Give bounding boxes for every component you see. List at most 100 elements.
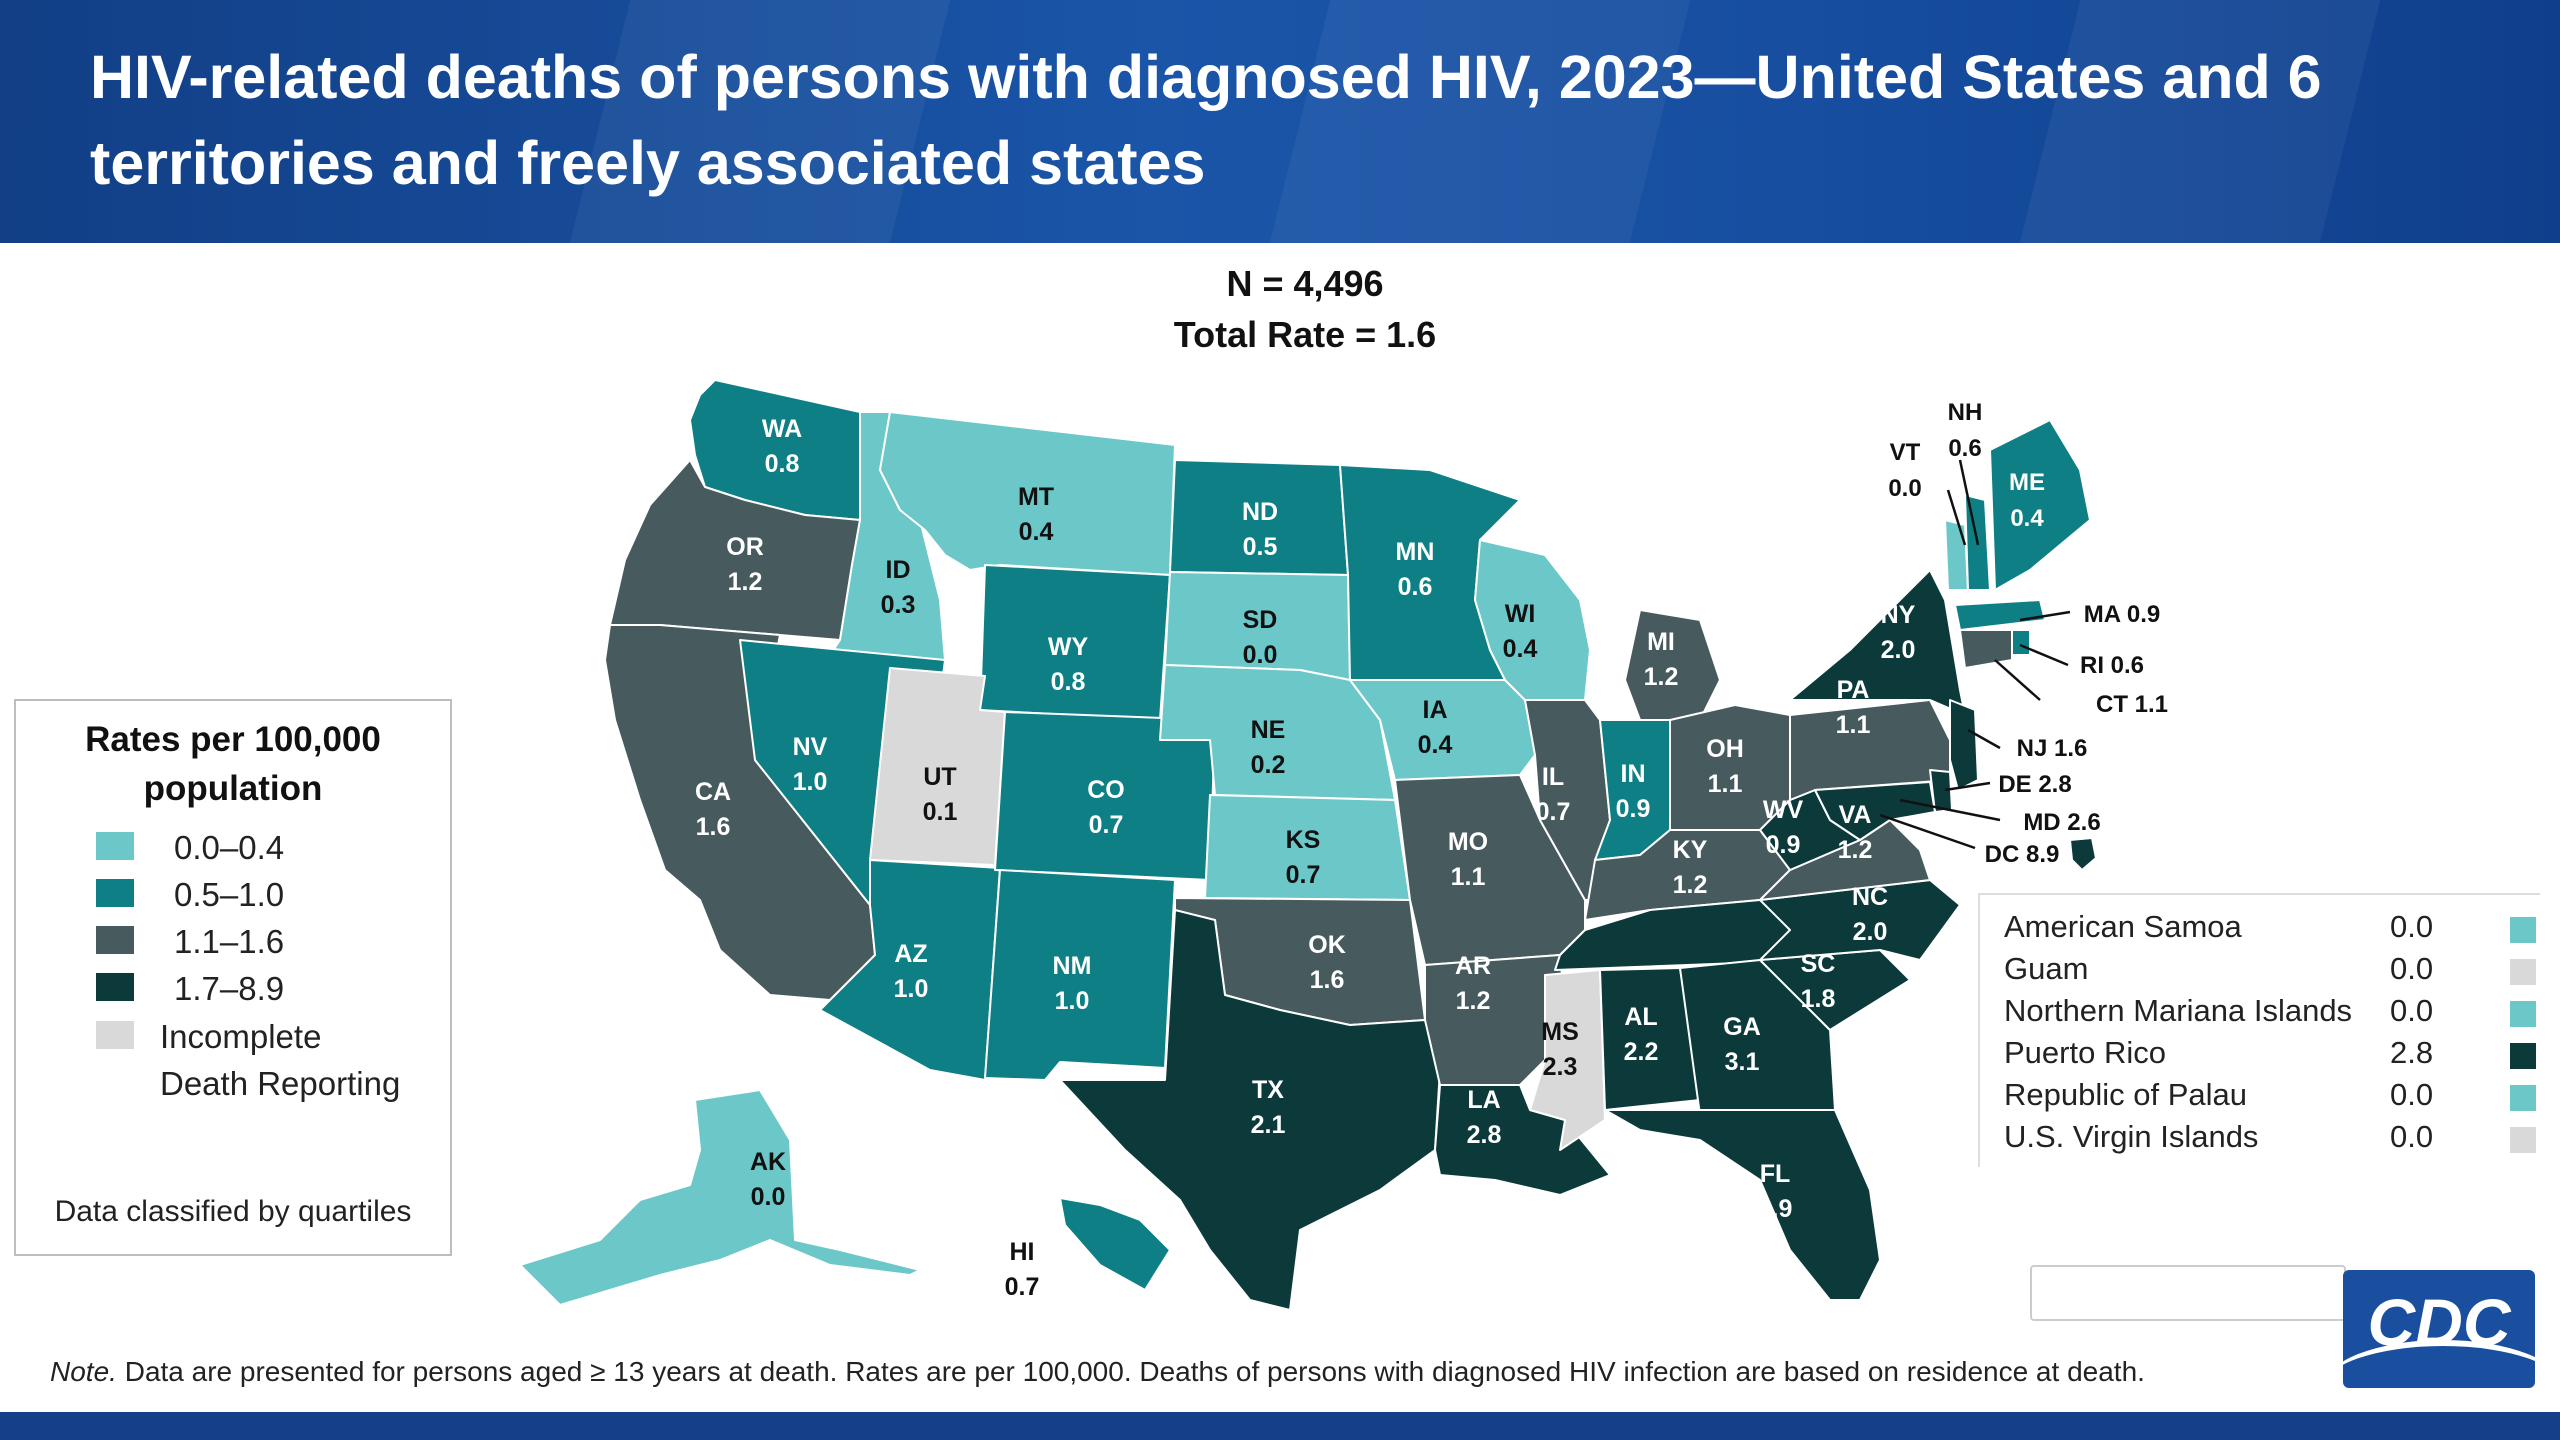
state-label-hi: HI 0.7	[1005, 1238, 1040, 1301]
state-label-oh: OH 1.1	[1706, 735, 1744, 798]
cdc-logo-text: CDC	[2367, 1285, 2511, 1359]
state-code: VA	[1839, 801, 1872, 829]
state-rate: 0.5	[1243, 533, 1278, 561]
state-callout-rate: 0.4	[2010, 505, 2044, 532]
cdc-logo: CDC	[2343, 1270, 2535, 1388]
territory-rate: 0.0	[2390, 909, 2434, 944]
state-ak	[519, 1089, 921, 1306]
state-code: OH	[1706, 735, 1744, 763]
legend-swatch	[96, 926, 134, 954]
state-label-mt: MT 0.4	[1018, 483, 1054, 546]
state-label-nv: NV 1.0	[793, 733, 828, 796]
state-rate: 0.1	[923, 798, 958, 826]
state-code: NC	[1852, 883, 1888, 911]
territory-row: Northern Mariana Islands 0.0	[2004, 993, 2536, 1033]
state-code: MO	[1448, 828, 1488, 856]
state-code: WY	[1048, 633, 1089, 661]
territory-name: Northern Mariana Islands	[2004, 993, 2353, 1028]
state-callout-vt: VT	[1890, 439, 1921, 466]
state-code: NV	[793, 733, 828, 761]
state-code: AK	[750, 1148, 786, 1176]
state-ga	[1679, 959, 1836, 1116]
state-rate: 0.7	[1286, 861, 1321, 889]
state-label-co: CO 0.7	[1087, 776, 1125, 839]
state-label-ny: NY 2.0	[1881, 601, 1916, 664]
state-rate: 0.7	[1089, 811, 1124, 839]
state-label-az: AZ 1.0	[894, 940, 929, 1003]
summary-stats: N = 4,496 Total Rate = 1.6	[1090, 258, 1520, 360]
state-code: MI	[1647, 628, 1675, 656]
state-rate: 0.2	[1251, 751, 1286, 779]
state-callout-ct: CT 1.1	[2096, 691, 2168, 718]
state-label-tx: TX 2.1	[1251, 1076, 1286, 1139]
territory-swatch	[2510, 959, 2536, 985]
state-la	[1434, 1084, 1611, 1196]
header-banner: HIV-related deaths of persons with diagn…	[0, 0, 2560, 243]
territory-row: U.S. Virgin Islands 0.0	[2004, 1119, 2536, 1159]
state-callout-nj: NJ 1.6	[2017, 735, 2088, 762]
territory-name: Republic of Palau	[2004, 1077, 2247, 1112]
state-label-la: LA 2.8	[1467, 1086, 1502, 1149]
legend-label: 1.1–1.6	[174, 923, 285, 960]
state-code: NY	[1881, 601, 1916, 629]
state-label-ms: MS 2.3	[1541, 1018, 1579, 1081]
state-code: MS	[1541, 1018, 1579, 1046]
state-label-ut: UT 0.1	[923, 763, 958, 826]
state-code: OK	[1308, 931, 1346, 959]
state-rate: 0.8	[765, 450, 800, 478]
state-label-wv: WV 0.9	[1763, 796, 1804, 859]
state-rate: 0.0	[1243, 641, 1278, 669]
state-code: SC	[1801, 950, 1836, 978]
state-code: NE	[1251, 716, 1286, 744]
state-nj	[1949, 699, 1979, 791]
state-rate: 0.7	[1536, 798, 1571, 826]
state-ma	[1954, 599, 2046, 631]
territory-row: Puerto Rico 2.8	[2004, 1035, 2536, 1075]
state-rate: 0.4	[1418, 731, 1453, 759]
legend-label: 0.5–1.0	[174, 876, 285, 913]
territory-row: Republic of Palau 0.0	[2004, 1077, 2536, 1117]
footnote: Note. Data are presented for persons age…	[50, 1356, 2145, 1388]
territory-swatch	[2510, 917, 2536, 943]
state-rate: 0.4	[1503, 635, 1538, 663]
state-code: KS	[1286, 826, 1321, 854]
state-callout-de: DE 2.8	[1998, 771, 2071, 798]
state-label-wy: WY 0.8	[1048, 633, 1089, 696]
state-rate: 1.0	[1055, 987, 1090, 1015]
state-rate: 1.1	[1836, 711, 1871, 739]
state-callout-ri: RI 0.6	[2080, 652, 2144, 679]
state-callout-nh: NH	[1948, 399, 1983, 426]
state-rate: 2.3	[1543, 1053, 1578, 1081]
state-label-nc: NC 2.0	[1852, 883, 1888, 946]
state-label-va: VA 1.2	[1838, 801, 1873, 864]
footnote-text: Data are presented for persons aged ≥ 13…	[116, 1356, 2145, 1387]
state-code: CO	[1087, 776, 1125, 804]
legend-label: 1.7–8.9	[174, 970, 285, 1007]
territory-swatch	[2510, 1001, 2536, 1027]
state-callout-dc: DC 8.9	[1985, 841, 2060, 868]
state-label-mi: MI 1.2	[1644, 628, 1679, 691]
state-label-ne: NE 0.2	[1251, 716, 1286, 779]
territory-name: Guam	[2004, 951, 2089, 986]
territory-row: Guam 0.0	[2004, 951, 2536, 991]
state-rate: 2.8	[1467, 1121, 1502, 1149]
state-label-pa: PA 1.1	[1836, 676, 1871, 739]
legend-swatch	[96, 832, 134, 860]
state-label-in: IN 0.9	[1616, 760, 1651, 823]
state-code: MN	[1396, 538, 1435, 566]
us-choropleth-map: WA 0.8 OR 1.2 CA 1.6 ID 0.3 NV 1.0 MT 0.4 WY 0.8 UT 0.1…	[519, 379, 2168, 1311]
state-code: WV	[1763, 796, 1804, 824]
state-label-ky: KY 1.2	[1673, 836, 1708, 899]
legend-note: Data classified by quartiles	[54, 1195, 412, 1228]
territory-name: Puerto Rico	[2004, 1035, 2166, 1070]
state-label-or: OR 1.2	[726, 533, 764, 596]
state-code: CA	[695, 778, 731, 806]
state-rate: 1.2	[1644, 663, 1679, 691]
bottom-bar	[0, 1412, 2560, 1440]
state-code: SD	[1243, 606, 1278, 634]
legend-swatch	[96, 879, 134, 907]
state-rate: 2.0	[1853, 918, 1888, 946]
state-nm	[984, 869, 1176, 1081]
state-code: WI	[1505, 600, 1536, 628]
state-rate: 0.0	[751, 1183, 786, 1211]
